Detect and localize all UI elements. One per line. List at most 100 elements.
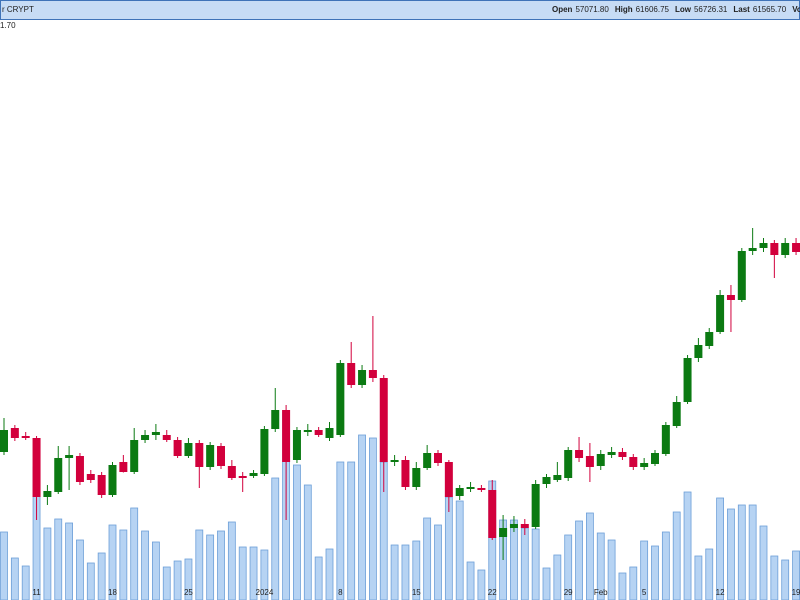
- candle-body: [54, 458, 63, 492]
- candle-body: [65, 455, 74, 458]
- volume-bar: [141, 530, 149, 600]
- volume-bar: [260, 549, 269, 600]
- volume-bar: [173, 560, 182, 600]
- volume-bar: [651, 545, 659, 600]
- candle-body: [509, 524, 518, 528]
- volume-bar: [727, 508, 735, 600]
- x-tick-label: 29: [564, 588, 573, 597]
- candle-body: [347, 363, 356, 385]
- candle-body: [217, 446, 225, 466]
- candle-body: [75, 456, 84, 482]
- candle-body: [249, 473, 258, 476]
- volume-bar: [195, 529, 204, 600]
- candle-body: [162, 435, 171, 440]
- candle-body: [770, 243, 779, 255]
- candle-body: [195, 443, 204, 467]
- volume-bar: [683, 491, 692, 600]
- volume-bar: [390, 544, 399, 600]
- volume-bar: [661, 531, 670, 600]
- x-tick-label: Feb: [594, 588, 608, 597]
- candle-body: [531, 484, 540, 527]
- candle-body: [260, 429, 269, 474]
- candle-body: [434, 453, 442, 463]
- candle-body: [390, 460, 399, 462]
- volume-bar: [694, 555, 703, 600]
- x-tick-label: 5: [642, 588, 647, 597]
- candle-body: [672, 402, 681, 426]
- volume-bar: [217, 530, 225, 600]
- candle-body: [716, 295, 725, 332]
- candle-body: [10, 428, 19, 438]
- candle-body: [488, 490, 497, 538]
- candle-body: [596, 454, 605, 466]
- volume-bar: [401, 544, 410, 600]
- volume-bar: [10, 557, 19, 600]
- candle-body: [542, 477, 551, 484]
- volume-bar: [705, 548, 714, 600]
- volume-bar: [65, 522, 73, 600]
- candle-body: [694, 345, 703, 358]
- x-tick-label: 25: [184, 588, 193, 597]
- candle-body: [130, 440, 139, 472]
- symbol: r CRYPT: [2, 5, 34, 14]
- candle-body: [336, 363, 345, 435]
- stat-value: 61565.70: [753, 5, 787, 14]
- candle-body: [444, 462, 453, 497]
- candle-body: [423, 453, 432, 468]
- volume-bar: [434, 524, 442, 600]
- volume-bar: [781, 559, 790, 600]
- volume-bar: [227, 521, 236, 600]
- candle-body: [119, 462, 128, 472]
- plot: 11 18 25 2024 8 15 22 29 Feb 5 12 19: [0, 228, 800, 600]
- candle-body: [173, 440, 182, 456]
- candle-body: [271, 410, 280, 429]
- candle-body: [607, 452, 616, 455]
- stat-value: 61606.75: [636, 5, 670, 14]
- volume-bar: [314, 556, 323, 600]
- volume-bar: [607, 539, 616, 600]
- volume-bar: [21, 565, 30, 600]
- volume-bar: [347, 461, 356, 600]
- candle-body: [184, 443, 193, 456]
- volume-bar: [368, 437, 377, 600]
- candle-body: [640, 463, 649, 467]
- candle-body: [661, 425, 670, 454]
- volume-bar: [119, 529, 128, 600]
- volume-bar: [76, 539, 84, 600]
- candle-body: [553, 475, 562, 480]
- candle-body: [412, 468, 421, 487]
- volume-bar: [54, 518, 63, 600]
- candle-body: [466, 487, 475, 489]
- candle-body: [238, 476, 247, 478]
- candle-body: [585, 456, 594, 467]
- volume-bar: [271, 477, 280, 600]
- x-tick-label: 11: [32, 588, 41, 597]
- stat-value: 57071.80: [575, 5, 609, 14]
- candle-body: [705, 332, 714, 346]
- volume-bar: [748, 504, 757, 600]
- volume-bar: [130, 507, 139, 600]
- candle-body: [629, 457, 638, 467]
- candle-body: [151, 432, 160, 435]
- volume-bar: [596, 532, 605, 600]
- volume-bar: [672, 511, 681, 600]
- stat-label: Open: [552, 5, 573, 14]
- candle-body: [564, 450, 573, 478]
- volume-bar: [553, 554, 562, 600]
- x-tick-label: 19: [792, 588, 800, 597]
- stat-label: Volume: [792, 5, 800, 14]
- candle-body: [368, 370, 377, 378]
- stat-label: High: [615, 5, 633, 14]
- x-tick-label: 18: [108, 588, 117, 597]
- candle-body: [358, 370, 367, 385]
- candle-body: [325, 428, 334, 438]
- candle-body: [282, 410, 291, 462]
- volume-bar: [466, 561, 475, 600]
- candle-body: [141, 435, 150, 440]
- volume-bar: [303, 484, 312, 600]
- volume-bar: [108, 524, 117, 600]
- candle-body: [651, 453, 659, 464]
- volume-bar: [293, 464, 301, 600]
